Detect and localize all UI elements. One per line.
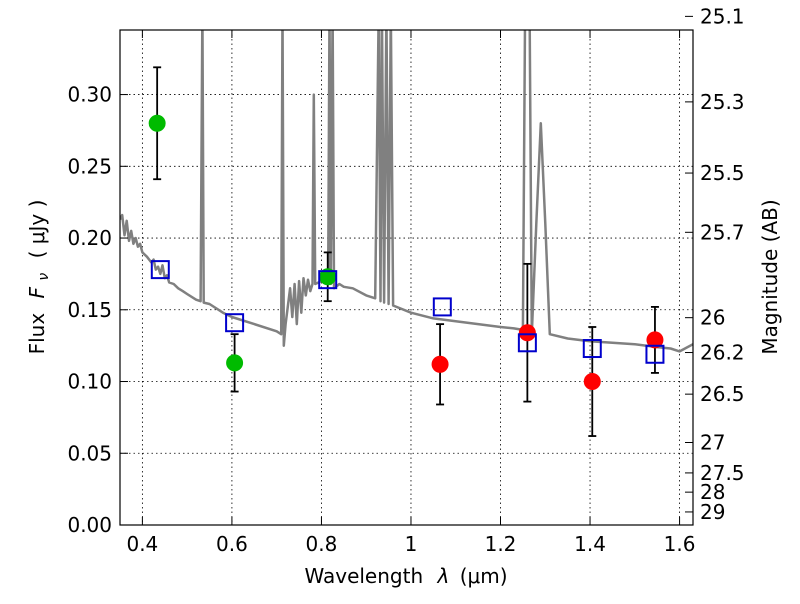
plot-frame bbox=[119, 29, 694, 526]
y-tick-label: 0.15 bbox=[67, 298, 112, 322]
model-band-point bbox=[150, 260, 170, 280]
x-tick-label: 0.4 bbox=[126, 532, 158, 556]
y-tick-label: 0.00 bbox=[67, 513, 112, 537]
model-band-point bbox=[432, 297, 452, 317]
y2-tick-label: 29 bbox=[700, 500, 725, 524]
data-point bbox=[431, 355, 449, 373]
x-tick-label: 0.6 bbox=[216, 532, 248, 556]
model-band-point bbox=[517, 333, 537, 353]
ticks: 0.4 0.6 0.8 1 1.2 1.4 1.6 0.00 0.05 0.10 0.15 0.20 0… bbox=[67, 4, 744, 556]
y-tick-label: 0.25 bbox=[67, 154, 112, 178]
model-band-point bbox=[645, 344, 665, 364]
y-tick-label: 0.10 bbox=[67, 370, 112, 394]
model-band-point bbox=[318, 270, 338, 290]
y-tick-label: 0.30 bbox=[67, 83, 112, 107]
y2-tick-label: 27.5 bbox=[700, 461, 745, 485]
y-tick-label: 0.20 bbox=[67, 226, 112, 250]
x-tick-label: 0.8 bbox=[306, 532, 338, 556]
model-band-point bbox=[582, 339, 602, 359]
model-spectrum-line bbox=[120, 30, 693, 353]
model-band-point bbox=[225, 313, 245, 333]
y2-tick-label: 26 bbox=[700, 306, 725, 330]
y2-tick-label: 27 bbox=[700, 431, 725, 455]
x-tick-label: 1.6 bbox=[664, 532, 696, 556]
y2-tick-label: 25.5 bbox=[700, 161, 745, 185]
x-tick-label: 1.4 bbox=[574, 532, 606, 556]
y2-tick-label: 25.1 bbox=[700, 4, 745, 28]
x-tick-label: 1 bbox=[405, 532, 418, 556]
y-tick-label: 0.05 bbox=[67, 441, 112, 465]
grid bbox=[120, 30, 693, 526]
y2-tick-label: 25.7 bbox=[700, 220, 745, 244]
data-layer bbox=[120, 30, 693, 437]
y-axis-label: Flux F ν ( μJy ) bbox=[25, 200, 53, 355]
data-point bbox=[518, 324, 536, 342]
data-point bbox=[148, 114, 166, 132]
y2-tick-label: 25.3 bbox=[700, 90, 745, 114]
y2-tick-label: 26.5 bbox=[700, 382, 745, 406]
y2-axis-label: Magnitude (AB) bbox=[758, 199, 782, 354]
data-point bbox=[646, 331, 664, 349]
data-point bbox=[583, 373, 601, 391]
y2-tick-label: 26.2 bbox=[700, 341, 745, 365]
data-point bbox=[226, 354, 244, 372]
x-axis-label: Wavelength λ (μm) bbox=[304, 564, 507, 588]
y2-tick-label: 28 bbox=[700, 480, 725, 504]
x-tick-label: 1.2 bbox=[485, 532, 517, 556]
